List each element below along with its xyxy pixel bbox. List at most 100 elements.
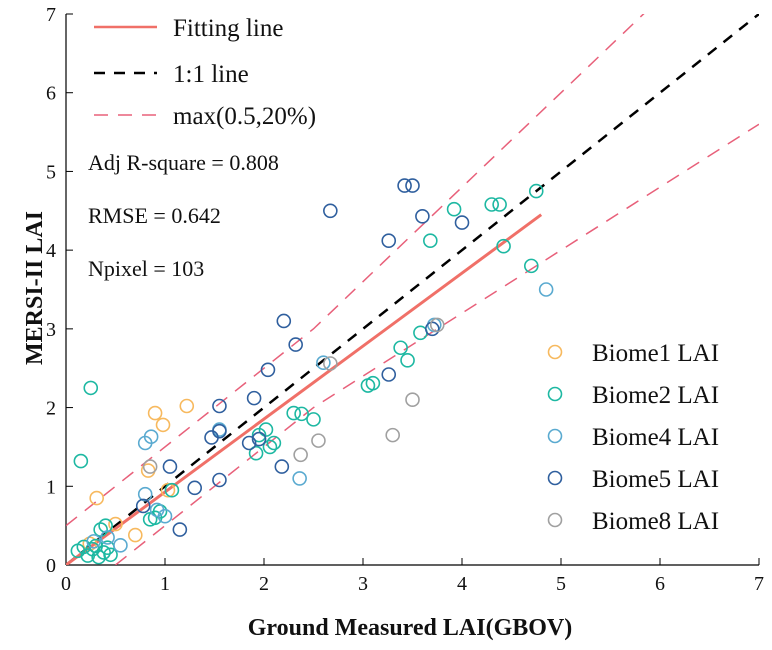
data-point: [103, 547, 118, 563]
data-point: [423, 233, 438, 248]
data-point: [108, 516, 123, 532]
data-point: [262, 439, 278, 455]
x-axis-label: Ground Measured LAI(GBOV): [248, 615, 572, 641]
data-point: [89, 490, 104, 506]
plot-area: 0 1 2 3 4 5 6 7 0 1 2 3 4 5 6 7: [46, 4, 764, 595]
data-point: [73, 453, 89, 469]
data-point: [160, 482, 176, 498]
data-point: [251, 431, 267, 447]
data-point: [86, 534, 102, 549]
stat-adj-r2: Adj R-square = 0.808: [88, 150, 279, 175]
data-point: [492, 197, 507, 212]
data-point: [179, 398, 195, 414]
data-point: [365, 375, 381, 391]
data-point: [157, 508, 173, 524]
y-axis-title: MERSI-II LAI: [22, 211, 48, 365]
x-tick-label: 6: [655, 573, 665, 595]
series-5-points: [142, 317, 445, 474]
data-point: [113, 538, 128, 553]
data-point: [446, 201, 462, 217]
data-point: [248, 445, 264, 461]
y-tick-label: 3: [46, 319, 56, 341]
legend-label: Biome5 LAI: [592, 466, 719, 493]
data-point: [276, 313, 292, 329]
legend-label-one-to-one: 1:1 line: [173, 61, 249, 88]
data-point: [316, 355, 331, 371]
x-tick-label: 4: [457, 573, 467, 595]
data-point: [286, 405, 302, 421]
legend-label: Biome2 LAI: [592, 382, 719, 409]
data-point: [147, 405, 163, 421]
y-axis-label: MERSI-II LAI: [22, 211, 48, 365]
data-point: [212, 398, 227, 414]
y-tick-label: 4: [46, 240, 56, 262]
data-point: [155, 417, 171, 433]
data-point: [212, 423, 227, 439]
y-tick-label: 2: [46, 398, 56, 420]
x-tick-label: 5: [556, 573, 566, 595]
data-point: [397, 178, 412, 193]
data-point: [293, 447, 308, 463]
y-tick-label: 7: [46, 4, 56, 26]
data-point: [212, 472, 227, 488]
legend-marker: [547, 344, 563, 360]
data-point: [135, 498, 151, 514]
data-point: [323, 203, 338, 219]
legend-marker: [547, 470, 563, 486]
legend-marker: [547, 386, 563, 402]
data-point: [405, 178, 420, 193]
data-point: [311, 433, 326, 448]
data-point: [306, 412, 321, 427]
data-point: [246, 390, 262, 406]
data-point: [128, 527, 143, 543]
x-axis-title: Ground Measured LAI(GBOV): [248, 615, 572, 641]
data-point: [523, 258, 539, 274]
data-point: [538, 282, 554, 297]
data-point: [413, 325, 428, 341]
series-legend: Biome1 LAI Biome2 LAI Biome4 LAI Biome5 LAI…: [547, 340, 719, 535]
data-point: [415, 208, 430, 224]
legend-label-bounds: max(0.5,20%): [173, 103, 316, 130]
data-point: [528, 183, 544, 199]
data-point: [258, 422, 274, 437]
data-point: [96, 545, 111, 560]
data-point: [260, 362, 276, 378]
line-legend: Fitting line 1:1 line max(0.5,20%): [94, 15, 316, 130]
lower-bound-line: [115, 123, 759, 565]
legend-label: Biome4 LAI: [592, 424, 719, 451]
data-point: [496, 238, 511, 254]
stat-npixel: Npixel = 103: [88, 256, 204, 281]
legend-label-fitting: Fitting line: [173, 15, 283, 42]
x-tick-label: 2: [259, 573, 269, 595]
data-point: [137, 486, 153, 502]
data-point: [164, 482, 180, 498]
data-point: [274, 459, 290, 474]
data-point: [454, 215, 470, 230]
data-point: [241, 435, 257, 451]
series-3-points: [86, 282, 554, 553]
data-point: [172, 522, 188, 537]
data-point: [83, 380, 99, 396]
fitting-line: [66, 213, 543, 565]
data-point: [100, 530, 115, 545]
legend-marker: [547, 428, 563, 444]
data-point: [266, 435, 282, 451]
data-point: [162, 459, 178, 474]
x-tick-label: 3: [358, 573, 368, 595]
one-to-one-line: [66, 14, 759, 565]
data-point: [393, 340, 408, 356]
data-point: [142, 459, 158, 474]
legend-label: Biome1 LAI: [592, 340, 719, 367]
data-point: [187, 480, 202, 496]
data-point: [288, 337, 303, 352]
data-point: [323, 356, 338, 371]
legend-label: Biome8 LAI: [592, 508, 719, 535]
y-tick-label: 0: [46, 555, 56, 577]
data-point: [424, 321, 440, 337]
data-point: [98, 518, 113, 533]
data-point: [143, 429, 159, 444]
y-tick-label: 6: [46, 83, 56, 105]
data-point: [429, 317, 445, 333]
data-point: [294, 406, 309, 422]
